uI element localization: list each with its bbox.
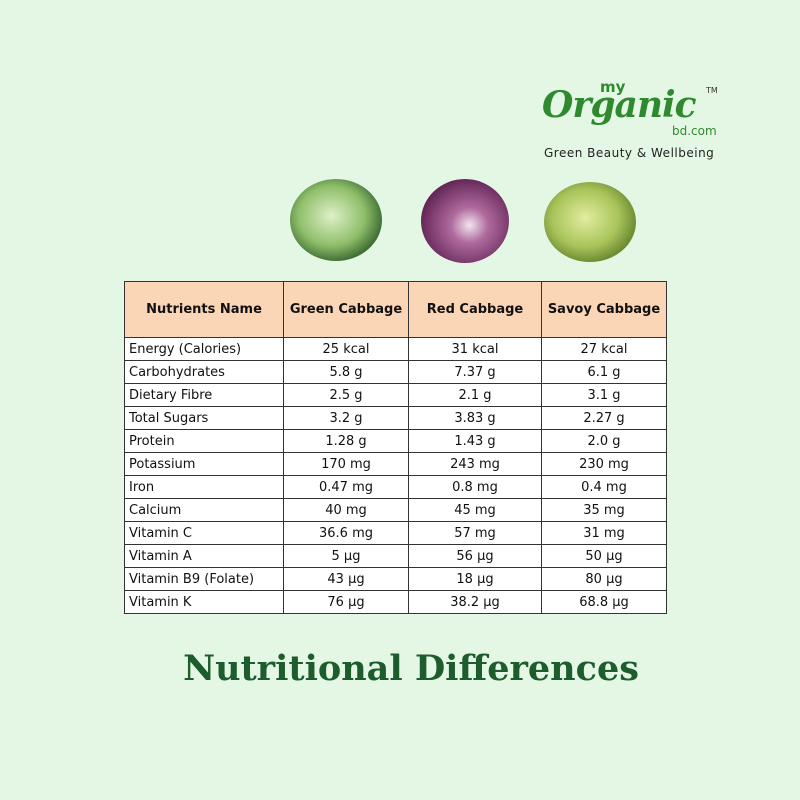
green-cabbage xyxy=(290,179,382,261)
logo-domain: bd.com xyxy=(672,124,717,138)
value-cell: 50 µg xyxy=(541,544,667,568)
table-row: Iron 0.47 mg 0.8 mg 0.4 mg xyxy=(124,475,667,499)
value-cell: 68.8 µg xyxy=(541,590,667,614)
value-cell: 7.37 g xyxy=(408,360,542,384)
logo-prefix: my xyxy=(600,78,626,96)
value-cell: 243 mg xyxy=(408,452,542,476)
nutrient-name: Total Sugars xyxy=(124,406,284,430)
table-row: Vitamin C 36.6 mg 57 mg 31 mg xyxy=(124,521,667,545)
value-cell: 27 kcal xyxy=(541,337,667,361)
table-row: Dietary Fibre 2.5 g 2.1 g 3.1 g xyxy=(124,383,667,407)
table-row: Vitamin K 76 µg 38.2 µg 68.8 µg xyxy=(124,590,667,614)
value-cell: 18 µg xyxy=(408,567,542,591)
value-cell: 36.6 mg xyxy=(283,521,409,545)
value-cell: 6.1 g xyxy=(541,360,667,384)
table-row: Protein 1.28 g 1.43 g 2.0 g xyxy=(124,429,667,453)
nutrient-name: Carbohydrates xyxy=(124,360,284,384)
value-cell: 5 µg xyxy=(283,544,409,568)
value-cell: 170 mg xyxy=(283,452,409,476)
value-cell: 1.28 g xyxy=(283,429,409,453)
value-cell: 40 mg xyxy=(283,498,409,522)
table-row: Total Sugars 3.2 g 3.83 g 2.27 g xyxy=(124,406,667,430)
nutrient-name: Energy (Calories) xyxy=(124,337,284,361)
savoy-cabbage xyxy=(544,182,636,262)
nutrient-name: Vitamin A xyxy=(124,544,284,568)
value-cell: 2.0 g xyxy=(541,429,667,453)
red-cabbage xyxy=(421,179,509,263)
logo-brand: Organic xyxy=(542,84,697,126)
value-cell: 56 µg xyxy=(408,544,542,568)
header-cell: Nutrients Name xyxy=(124,281,284,338)
nutrient-name: Protein xyxy=(124,429,284,453)
title: Nutritional Differences xyxy=(183,648,639,689)
value-cell: 0.4 mg xyxy=(541,475,667,499)
logo-tagline: Green Beauty & Wellbeing xyxy=(544,146,715,160)
value-cell: 2.1 g xyxy=(408,383,542,407)
value-cell: 31 kcal xyxy=(408,337,542,361)
header-cell: Savoy Cabbage xyxy=(541,281,667,338)
value-cell: 2.27 g xyxy=(541,406,667,430)
value-cell: 76 µg xyxy=(283,590,409,614)
nutrient-name: Vitamin C xyxy=(124,521,284,545)
value-cell: 0.8 mg xyxy=(408,475,542,499)
value-cell: 80 µg xyxy=(541,567,667,591)
header-row: Nutrients Name Green Cabbage Red Cabbage Sa… xyxy=(124,281,667,338)
value-cell: 3.2 g xyxy=(283,406,409,430)
value-cell: 3.83 g xyxy=(408,406,542,430)
table-row: Calcium 40 mg 45 mg 35 mg xyxy=(124,498,667,522)
nutrient-name: Vitamin K xyxy=(124,590,284,614)
table-row: Vitamin B9 (Folate) 43 µg 18 µg 80 µg xyxy=(124,567,667,591)
value-cell: 45 mg xyxy=(408,498,542,522)
table-row: Energy (Calories) 25 kcal 31 kcal 27 kcal xyxy=(124,337,667,361)
value-cell: 57 mg xyxy=(408,521,542,545)
value-cell: 230 mg xyxy=(541,452,667,476)
nutrient-table: Nutrients Name Green Cabbage Red Cabbage Sa… xyxy=(124,281,667,614)
nutrient-name: Potassium xyxy=(124,452,284,476)
cabbage-images xyxy=(290,179,636,263)
nutrient-name: Vitamin B9 (Folate) xyxy=(124,567,284,591)
value-cell: 1.43 g xyxy=(408,429,542,453)
value-cell: 38.2 µg xyxy=(408,590,542,614)
header-cell: Green Cabbage xyxy=(283,281,409,338)
value-cell: 5.8 g xyxy=(283,360,409,384)
nutrient-name: Iron xyxy=(124,475,284,499)
nutrient-name: Calcium xyxy=(124,498,284,522)
nutrient-name: Dietary Fibre xyxy=(124,383,284,407)
table-row: Carbohydrates 5.8 g 7.37 g 6.1 g xyxy=(124,360,667,384)
value-cell: 43 µg xyxy=(283,567,409,591)
table-row: Potassium 170 mg 243 mg 230 mg xyxy=(124,452,667,476)
value-cell: 25 kcal xyxy=(283,337,409,361)
header-cell: Red Cabbage xyxy=(408,281,542,338)
logo: my Organic TM bd.com Green Beauty & Well… xyxy=(540,78,730,168)
logo-trademark: TM xyxy=(706,86,718,95)
value-cell: 2.5 g xyxy=(283,383,409,407)
value-cell: 31 mg xyxy=(541,521,667,545)
value-cell: 35 mg xyxy=(541,498,667,522)
value-cell: 0.47 mg xyxy=(283,475,409,499)
value-cell: 3.1 g xyxy=(541,383,667,407)
